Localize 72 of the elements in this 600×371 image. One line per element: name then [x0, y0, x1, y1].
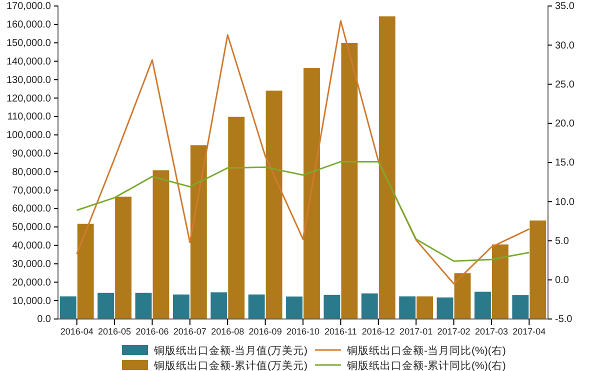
y-tick-label: 110,000.0: [7, 112, 52, 123]
y-tick-label: 100,000.0: [6, 130, 52, 142]
y-tick-label: 170,000.0: [6, 1, 52, 12]
bar: [304, 68, 320, 319]
y-tick-label: 50,000.0: [12, 222, 52, 234]
legend-label: 铜版纸出口金额-当月值(万美元): [153, 344, 308, 357]
x-tick-label: 2016-09: [248, 326, 282, 336]
x-tick-label: 2016-04: [60, 326, 94, 336]
x-tick-label: 2017-02: [437, 326, 470, 336]
bar: [135, 292, 152, 319]
x-tick-label: 2017-04: [512, 326, 546, 336]
x-tick-label: 2016-06: [136, 326, 169, 336]
y-tick-label: 80,000.0: [12, 166, 52, 178]
bar: [474, 292, 491, 319]
bar: [341, 43, 358, 319]
y-tick-label: 150,000.0: [6, 38, 52, 50]
y-tick-label: 0.0: [37, 314, 52, 326]
y2-tick-label: 5.0: [555, 236, 570, 247]
y2-tick-label: 30.0: [555, 40, 575, 52]
bar: [152, 170, 170, 319]
bar: [512, 295, 529, 319]
y-tick-label: 130,000.0: [6, 74, 52, 86]
x-tick-label: 2016-08: [211, 326, 244, 336]
bar: [266, 90, 282, 319]
bar: [115, 196, 132, 319]
x-tick-label: 2016-07: [173, 326, 206, 336]
bar: [399, 296, 416, 319]
legend-label: 铜版纸出口金额-累计同比(%)(右): [346, 359, 506, 371]
y-tick-label: 60,000.0: [12, 204, 52, 215]
y-tick-label: 30,000.0: [12, 258, 52, 270]
bar: [77, 224, 94, 319]
x-tick-label: 2016-11: [324, 326, 357, 336]
bar: [98, 292, 114, 319]
y2-tick-label: -5.0: [555, 314, 573, 326]
bar: [60, 296, 76, 319]
legend-label: 铜版纸出口金额-累计值(万美元): [153, 359, 308, 371]
bar: [228, 116, 245, 319]
bar: [324, 294, 340, 319]
x-tick-label: 2016-12: [362, 326, 395, 336]
bar: [378, 16, 396, 319]
y-tick-label: 140,000.0: [6, 56, 52, 68]
y2-tick-label: 25.0: [555, 79, 575, 90]
bar: [248, 294, 265, 319]
x-tick-label: 2016-10: [286, 326, 320, 336]
y2-tick-label: 20.0: [555, 118, 575, 130]
bar: [210, 292, 228, 319]
bar: [286, 296, 302, 319]
line-series: [76, 20, 530, 285]
bar: [190, 145, 207, 319]
y-tick-label: 160,000.0: [6, 20, 52, 31]
bar: [361, 293, 378, 319]
bar: [436, 297, 454, 319]
y-tick-label: 70,000.0: [12, 185, 52, 196]
y-tick-label: 20,000.0: [12, 277, 52, 288]
y-tick-label: 90,000.0: [12, 148, 52, 160]
y-tick-label: 40,000.0: [12, 240, 52, 252]
y2-tick-label: 35.0: [555, 1, 575, 12]
bar: [492, 244, 508, 319]
y2-tick-label: 15.0: [555, 158, 575, 169]
x-tick-label: 2017-03: [474, 326, 508, 336]
y2-tick-label: 10.0: [555, 196, 575, 208]
y-tick-label: 120,000.0: [6, 93, 52, 104]
bar: [416, 296, 434, 319]
bar: [454, 273, 471, 319]
y2-tick-label: 0.0: [555, 275, 570, 286]
legend-label: 铜版纸出口金额-当月同比(%)(右): [346, 344, 506, 357]
x-tick-label: 2017-01: [400, 326, 433, 336]
bar: [530, 220, 546, 319]
line-series: [76, 160, 530, 262]
x-tick-label: 2016-05: [98, 326, 132, 336]
y-tick-label: 10,000.0: [12, 296, 52, 307]
bar: [172, 294, 190, 319]
